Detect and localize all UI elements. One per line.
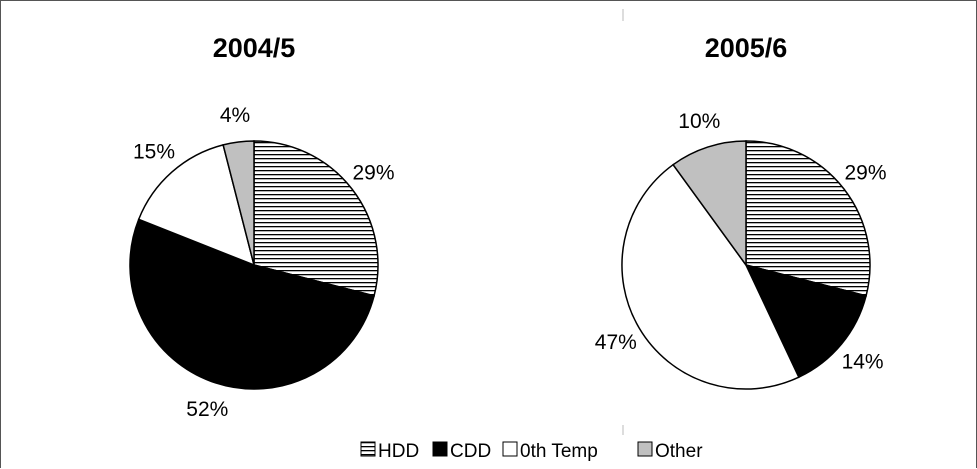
pie-slice-oth-temp bbox=[137, 143, 256, 267]
pie-label-hdd: 29% bbox=[352, 161, 394, 184]
pie-label-cdd: 14% bbox=[842, 350, 884, 373]
pie-chart-2005-6: 2005/6 29% 14% 47% 10% bbox=[595, 33, 887, 390]
legend-swatch-cdd bbox=[432, 441, 448, 457]
chart-title-2005-6: 2005/6 bbox=[705, 33, 788, 63]
pie-slice-hdd bbox=[745, 140, 871, 297]
pie-slice-other bbox=[672, 140, 747, 268]
pie-slice-hdd bbox=[253, 140, 379, 297]
pie-slice-cdd bbox=[744, 263, 868, 379]
pie-slice-other bbox=[222, 140, 255, 266]
pie-label-oth-temp: 47% bbox=[595, 331, 637, 354]
pie-chart-2004-5: 2004/5 29% 52% 15% 4% bbox=[129, 33, 395, 421]
legend-swatch-oth-temp bbox=[502, 441, 518, 457]
chart-title-2004-5: 2004/5 bbox=[213, 33, 296, 63]
pie-slice-oth-temp bbox=[621, 163, 800, 390]
pie-slice-cdd bbox=[129, 218, 376, 390]
legend-swatch-other bbox=[637, 441, 653, 457]
pie-label-other: 10% bbox=[678, 110, 720, 133]
legend-swatch-hdd bbox=[360, 441, 376, 457]
pie-label-cdd: 52% bbox=[186, 398, 228, 421]
legend: HDD CDD 0th Temp Other bbox=[360, 441, 703, 462]
pie-label-oth-temp: 15% bbox=[133, 141, 175, 164]
pie-label-other: 4% bbox=[220, 104, 250, 127]
legend-label-cdd: CDD bbox=[450, 441, 491, 462]
legend-label-hdd: HDD bbox=[378, 441, 419, 462]
legend-label-other: Other bbox=[655, 441, 703, 462]
legend-label-oth-temp: 0th Temp bbox=[520, 441, 598, 462]
pie-label-hdd: 29% bbox=[844, 161, 886, 184]
